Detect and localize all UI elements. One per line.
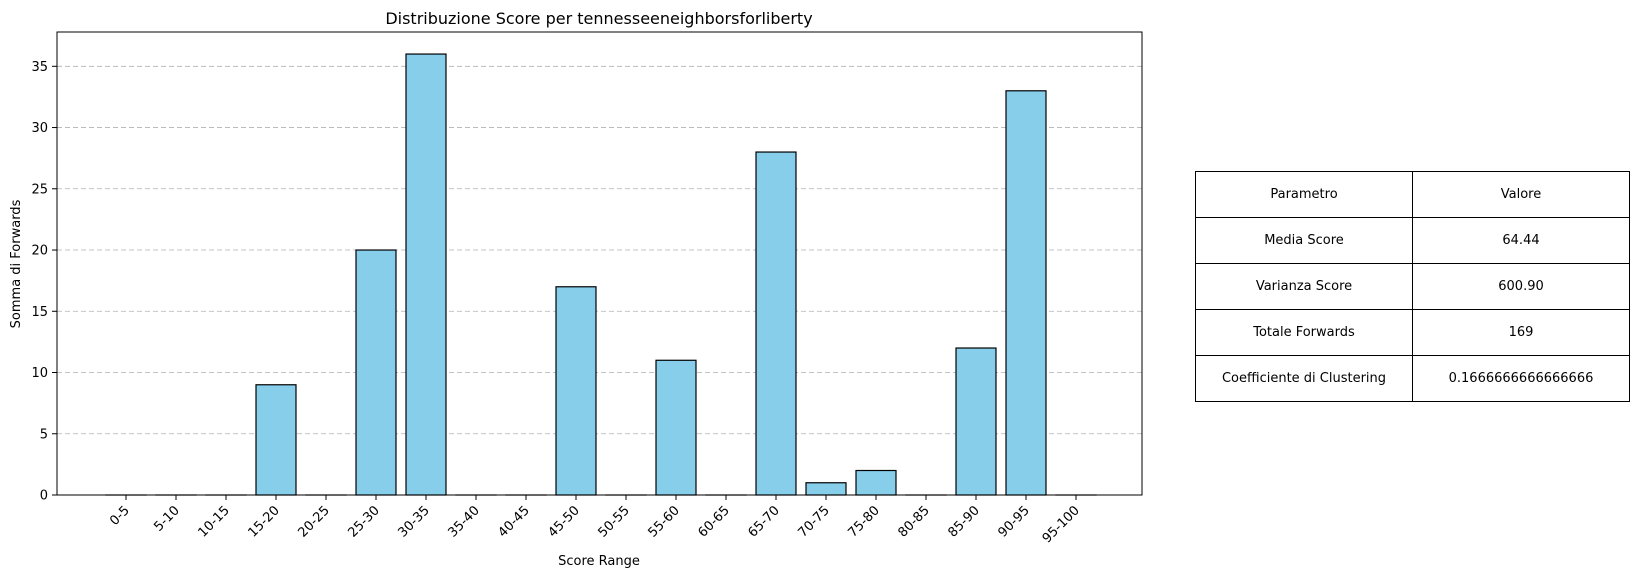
bar-55-60 (655, 359, 697, 496)
table-header-parametro: Parametro (1195, 171, 1413, 218)
table-cell-value: 64.44 (1412, 217, 1630, 264)
table-cell-label: Media Score (1195, 217, 1413, 264)
x-tick-label: 75-80 (846, 503, 883, 540)
x-tick-label: 50-55 (596, 503, 633, 540)
table-row: Varianza Score 600.90 (1195, 263, 1630, 310)
table-cell-value: 600.90 (1412, 263, 1630, 310)
x-tick-label: 80-85 (896, 503, 933, 540)
y-tick-label: 20 (31, 244, 48, 259)
y-axis-label: Somma di Forwards (9, 199, 24, 328)
x-tick-label: 20-25 (296, 503, 333, 540)
y-tick-label: 35 (31, 60, 48, 75)
x-tick-label: 60-65 (696, 503, 733, 540)
x-tick-label: 25-30 (346, 503, 383, 540)
x-tick-label: 5-10 (151, 503, 182, 534)
table-cell-value: 169 (1412, 309, 1630, 356)
x-tick-label: 15-20 (246, 503, 283, 540)
x-tick-label: 35-40 (446, 503, 483, 540)
table-cell-value: 0.1666666666666666 (1412, 355, 1630, 402)
bar-30-35 (405, 53, 447, 496)
plot-frame (56, 31, 1143, 496)
table-row: Coefficiente di Clustering 0.16666666666… (1195, 355, 1630, 402)
y-tick-label: 10 (31, 366, 48, 381)
y-tick-label: 30 (31, 121, 48, 136)
x-axis-label: Score Range (558, 554, 640, 569)
y-tick-label: 15 (31, 305, 48, 320)
x-tick-label: 85-90 (946, 503, 983, 540)
x-tick-label: 90-95 (996, 503, 1033, 540)
bars (105, 53, 1097, 496)
bar-15-20 (255, 384, 297, 496)
table-row: Totale Forwards 169 (1195, 309, 1630, 356)
y-tick-label: 5 (40, 427, 48, 442)
bar-90-95 (1005, 90, 1047, 496)
x-tick-label: 70-75 (796, 503, 833, 540)
bar-70-75 (805, 482, 847, 496)
table-header-row: Parametro Valore (1195, 171, 1630, 218)
x-tick-label: 40-45 (496, 503, 533, 540)
stats-table: Parametro Valore Media Score 64.44 Varia… (1195, 171, 1630, 402)
table-cell-label: Varianza Score (1195, 263, 1413, 310)
x-tick-label: 30-35 (396, 503, 433, 540)
table-header-valore: Valore (1412, 171, 1630, 218)
x-tick-label: 0-5 (107, 503, 133, 529)
y-tick-label: 0 (40, 489, 48, 504)
x-axis: 0-5 5-10 10-15 15-20 20-25 25-30 30-35 35-40 40-… (107, 495, 1083, 546)
bar-45-50 (555, 286, 597, 496)
y-tick-label: 25 (31, 182, 48, 197)
x-tick-label: 55-60 (646, 503, 683, 540)
table-row: Media Score 64.44 (1195, 217, 1630, 264)
x-tick-label: 65-70 (746, 503, 783, 540)
x-tick-label: 45-50 (546, 503, 583, 540)
bar-65-70 (755, 151, 797, 496)
table-cell-label: Totale Forwards (1195, 309, 1413, 356)
chart-title: Distribuzione Score per tennesseeneighbo… (385, 9, 812, 28)
table-cell-label: Coefficiente di Clustering (1195, 355, 1413, 402)
x-tick-label: 10-15 (196, 503, 233, 540)
x-tick-label: 95-100 (1040, 503, 1083, 546)
bar-25-30 (355, 249, 397, 496)
bar-85-90 (955, 347, 997, 496)
bar-75-80 (855, 469, 897, 496)
y-axis: 0 5 10 15 20 25 30 35 (31, 60, 57, 504)
